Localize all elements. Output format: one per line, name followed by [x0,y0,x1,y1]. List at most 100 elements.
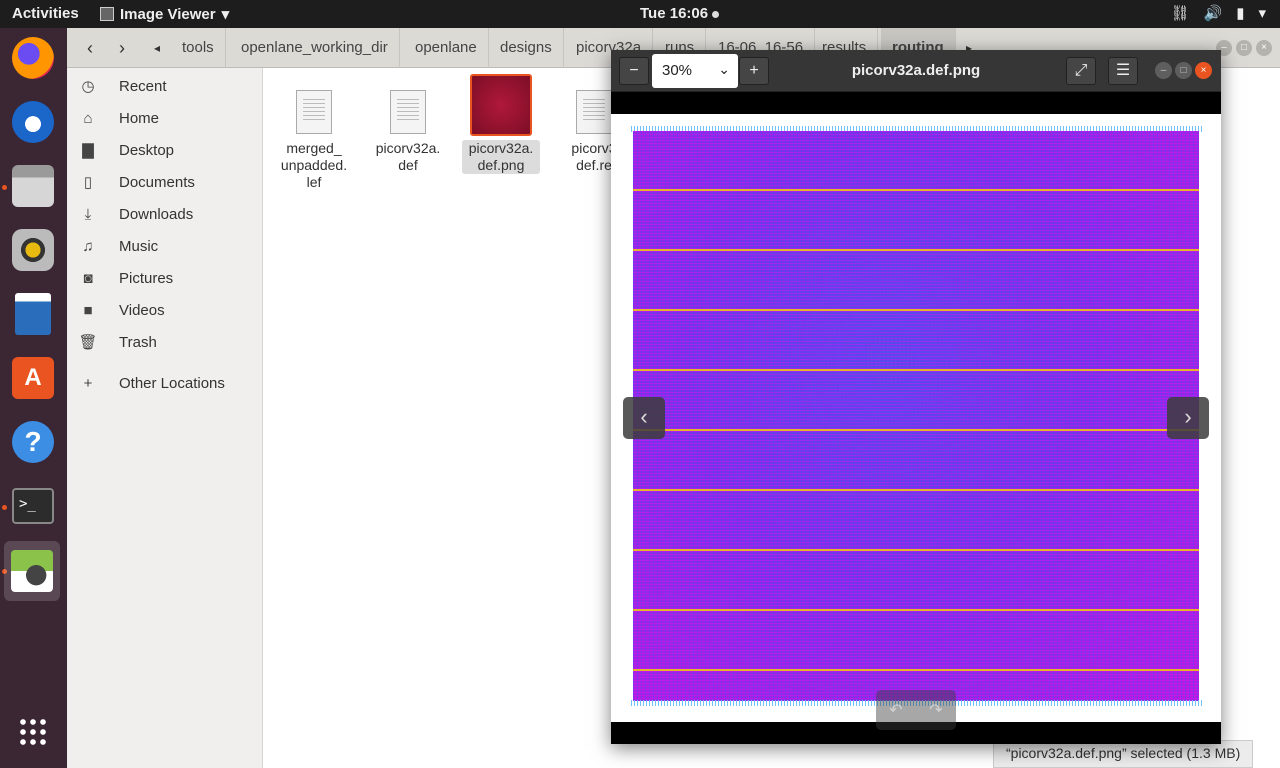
clock-label: Tue 16:06 [640,5,709,22]
system-tray[interactable]: ⛓ 🔊 ▮ ▾ [1170,4,1266,22]
sidebar-item-videos[interactable]: ■ Videos [67,294,263,326]
video-icon: ■ [83,301,93,319]
sidebar-item-other-locations[interactable]: + Other Locations [67,367,263,399]
thunderbird-icon [12,101,54,143]
sidebar-item-recent[interactable]: ◷ Recent [67,70,263,102]
apps-grid-icon [18,717,48,747]
sidebar-item-label: Documents [119,173,195,191]
sidebar-item-label: Recent [119,77,167,95]
file-merged-unpadded-lef[interactable]: merged_ unpadded. lef [275,90,353,191]
chevron-down-icon: ⌄ [718,61,730,77]
battery-icon: ▮ [1236,5,1245,22]
file-name-line: picorv32a. [468,140,534,156]
file-name-line: def [398,157,418,173]
activities-button[interactable]: Activities [12,5,79,22]
zoom-level-selector[interactable]: 30% ⌄ [652,54,738,88]
image-viewer-icon [100,7,114,21]
maximize-button[interactable]: □ [1236,40,1252,56]
file-name: picorv3 def.re [555,140,633,174]
maximize-button[interactable]: □ [1175,62,1192,79]
next-image-button[interactable]: › [1167,397,1209,439]
sidebar-item-music[interactable]: ♫ Music [67,230,263,262]
path-left-arrow-button[interactable]: ◂ [153,41,161,55]
sidebar-item-label: Desktop [119,141,175,159]
sidebar-item-desktop[interactable]: ▇ Desktop [67,134,263,166]
rotate-right-icon[interactable]: ↷ [929,702,943,719]
dock-image-viewer[interactable] [4,541,60,601]
app-menu-label: Image Viewer [120,5,216,23]
sidebar: ◷ Recent ⌂ Home ▇ Desktop ▯ Documents ⤓ Downl… [67,68,263,768]
file-name-line: unpadded. [280,157,348,173]
image-canvas[interactable] [611,114,1221,722]
download-icon: ⤓ [84,205,92,223]
menu-button[interactable]: ☰ [1108,57,1138,85]
help-icon: ? [12,421,54,463]
sidebar-item-label: Music [119,237,159,255]
file-name-line: merged_ [286,140,342,156]
sidebar-item-pictures[interactable]: ◙ Pictures [67,262,263,294]
fullscreen-button[interactable]: ⤢ [1066,57,1096,85]
dock-libreoffice-writer[interactable] [8,289,58,339]
software-store-icon: A [12,357,54,399]
close-button[interactable]: × [1256,40,1272,56]
routed-layout-image [633,131,1199,701]
back-button[interactable]: ‹ [87,38,93,58]
close-button[interactable]: × [1195,62,1212,79]
document-file-icon [576,90,612,134]
dock-files[interactable] [8,161,58,211]
breadcrumb-openlane-working-dir[interactable]: openlane_working_dir [230,28,400,68]
forward-button[interactable]: › [119,38,125,58]
sidebar-item-label: Pictures [119,269,174,287]
dock-thunderbird[interactable] [8,97,58,147]
breadcrumb-openlane[interactable]: openlane [404,28,489,68]
running-indicator [2,185,7,190]
file-picorv32a-def[interactable]: picorv32a. def [369,90,447,174]
zoom-in-button[interactable]: + [739,57,769,85]
file-picorv32a-def-report[interactable]: picorv3 def.re [555,90,633,174]
dock-ubuntu-software[interactable]: A [8,353,58,403]
image-thumbnail [470,74,532,136]
zoom-out-button[interactable]: − [619,57,649,85]
minimize-button[interactable]: – [1155,62,1172,79]
app-menu[interactable]: Image Viewer ▾ [100,5,229,23]
files-icon [12,165,54,207]
layout-pins-bottom [631,700,1203,706]
terminal-icon: >_ [12,488,54,524]
file-name-line: def.re [576,157,612,173]
selection-status: “picorv32a.def.png” selected (1.3 MB) [993,740,1254,768]
sidebar-item-documents[interactable]: ▯ Documents [67,166,263,198]
dock-help[interactable]: ? [8,417,58,467]
zoom-level: 30% [662,62,693,79]
top-bar: Activities Image Viewer ▾ Tue 16:06 ⛓ 🔊 … [0,0,1280,28]
previous-image-button[interactable]: ‹ [623,397,665,439]
running-indicator [2,569,7,574]
dock: A ? >_ [0,28,67,768]
sidebar-item-trash[interactable]: 🗑 Trash [67,326,263,358]
viewer-title: picorv32a.def.png [851,62,981,79]
firefox-icon [12,37,54,79]
sidebar-item-home[interactable]: ⌂ Home [67,102,263,134]
home-icon: ⌂ [83,109,93,127]
writer-icon [15,293,51,335]
dock-rhythmbox[interactable] [8,225,58,275]
clock-icon: ◷ [81,78,95,95]
caret-down-icon: ▾ [221,6,230,23]
sidebar-item-label: Downloads [119,205,194,223]
rotate-left-icon[interactable]: ↶ [889,702,903,719]
show-applications-button[interactable] [8,707,58,757]
network-icon: ⛓ [1170,5,1190,22]
dock-terminal[interactable]: >_ [8,481,58,531]
running-indicator [2,505,7,510]
sidebar-item-downloads[interactable]: ⤓ Downloads [67,198,263,230]
path-right-arrow-button[interactable]: ▸ [965,41,973,55]
file-name: picorv32a. def [369,140,447,174]
sidebar-item-label: Home [119,109,160,127]
clock[interactable]: Tue 16:06 [640,5,720,22]
breadcrumb-designs[interactable]: designs [489,28,564,68]
dock-firefox[interactable] [8,33,58,83]
image-viewer-window: − 30% ⌄ + picorv32a.def.png ⤢ ☰ – □ × ‹ … [611,50,1221,744]
rhythmbox-icon [12,229,54,271]
file-picorv32a-def-png[interactable]: picorv32a. def.png [462,74,540,174]
breadcrumb-tools[interactable]: tools [171,28,226,68]
file-name: picorv32a. def.png [462,140,540,174]
